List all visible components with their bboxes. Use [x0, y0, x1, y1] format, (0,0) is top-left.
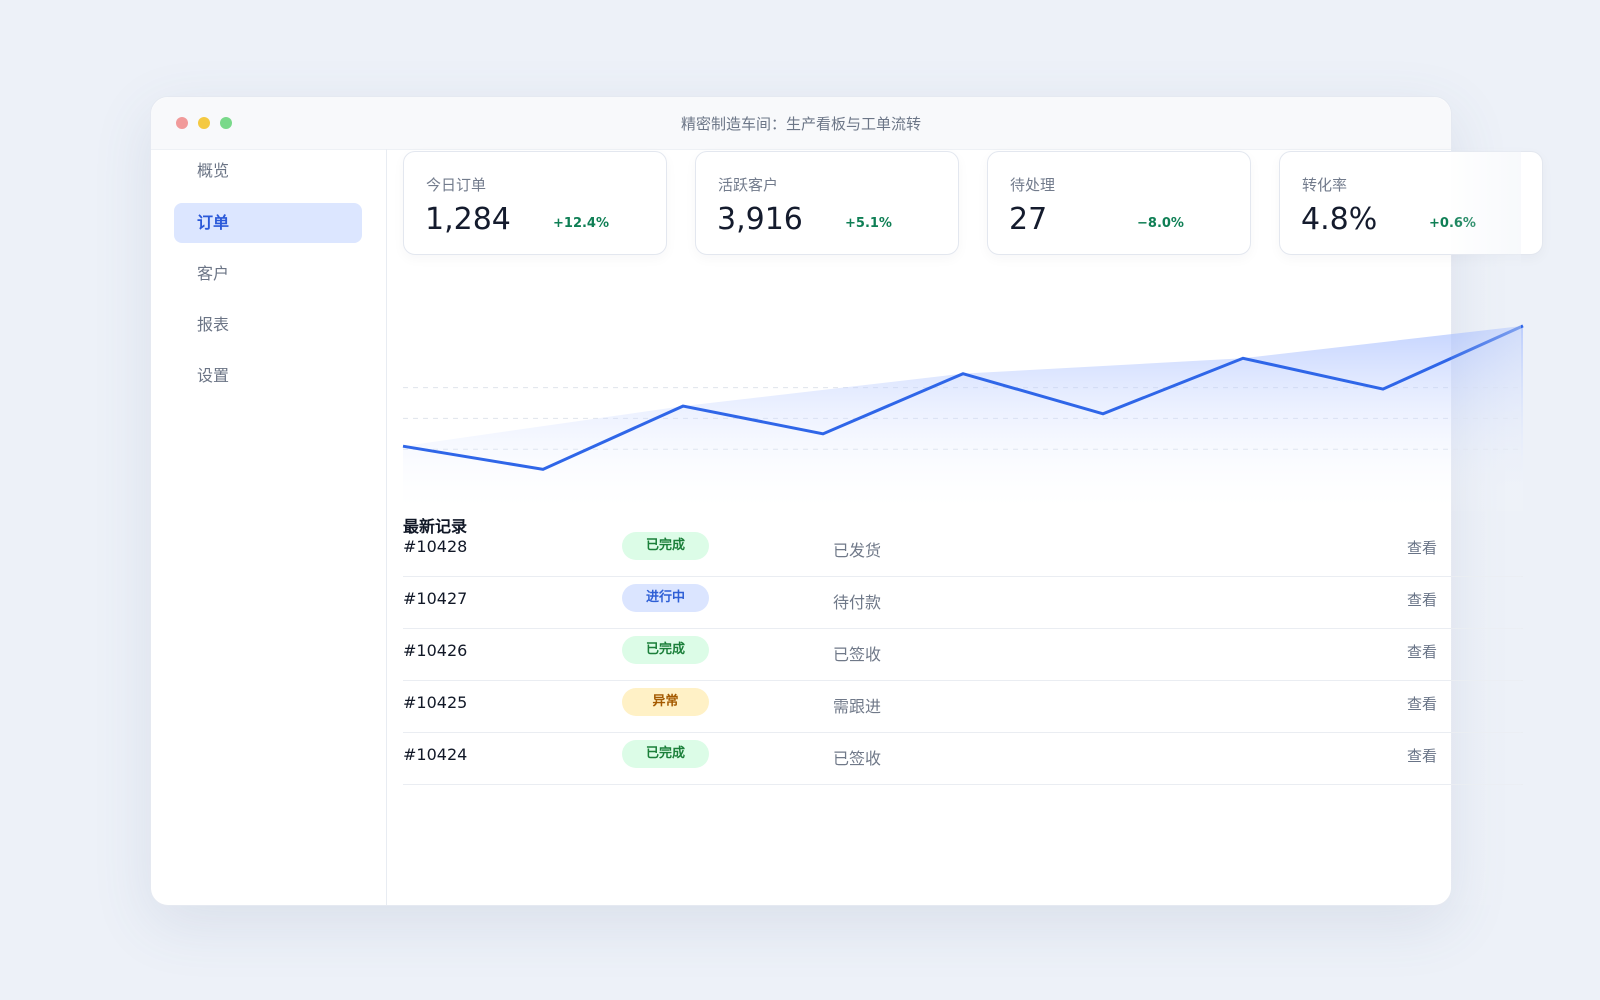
sidebar-item-settings[interactable]: 设置	[197, 366, 230, 385]
app-window: 精密制造车间：生产看板与工单流转 概览 订单 客户 报表 设置 今日订单 1,2…	[150, 96, 1543, 906]
table-row[interactable]: #10426 已完成 已签收 查看	[403, 629, 1523, 681]
status-badge: 已完成	[622, 636, 709, 664]
metric-card-active-customers: 活跃客户 3,916 +5.1%	[695, 151, 959, 255]
metric-card-conversion-rate: 转化率 4.8% +0.6%	[1279, 151, 1543, 255]
metric-label: 活跃客户	[718, 176, 779, 194]
metric-label: 转化率	[1302, 176, 1348, 194]
chart-area-fill	[403, 325, 1523, 511]
view-link[interactable]: 查看	[1407, 747, 1438, 765]
metric-value: 1,284	[425, 202, 511, 237]
sidebar-item-overview[interactable]: 概览	[197, 161, 230, 180]
status-badge: 已完成	[622, 740, 709, 768]
order-id: #10425	[403, 693, 468, 712]
table-row[interactable]: #10424 已完成 已签收 查看	[403, 733, 1523, 785]
order-id: #10427	[403, 589, 468, 608]
trend-area-chart	[402, 324, 1524, 511]
sidebar-item-reports[interactable]: 报表	[197, 315, 230, 334]
sidebar: 概览 订单 客户 报表 设置	[151, 149, 387, 905]
metric-label: 今日订单	[426, 176, 487, 194]
view-link[interactable]: 查看	[1407, 591, 1438, 609]
sidebar-item-orders[interactable]: 订单	[174, 203, 362, 243]
sidebar-item-customers[interactable]: 客户	[197, 264, 230, 283]
table-row[interactable]: #10428 已完成 已发货 查看	[403, 525, 1523, 577]
main-content: 今日订单 1,284 +12.4% 活跃客户 3,916 +5.1% 待处理 2…	[387, 149, 1543, 905]
order-note: 已发货	[833, 541, 882, 560]
status-badge: 异常	[622, 688, 709, 716]
order-note: 已签收	[833, 749, 882, 768]
order-id: #10424	[403, 745, 468, 764]
view-link[interactable]: 查看	[1407, 643, 1438, 661]
order-note: 需跟进	[833, 697, 882, 716]
status-badge: 进行中	[622, 584, 709, 612]
table-row[interactable]: #10427 进行中 待付款 查看	[403, 577, 1523, 629]
title-bar: 精密制造车间：生产看板与工单流转	[151, 97, 1451, 150]
order-note: 已签收	[833, 645, 882, 664]
order-id: #10428	[403, 537, 468, 556]
metric-value: 4.8%	[1301, 202, 1378, 237]
metric-delta: +12.4%	[553, 216, 609, 231]
view-link[interactable]: 查看	[1407, 539, 1438, 557]
window-title: 精密制造车间：生产看板与工单流转	[680, 115, 921, 133]
metric-value: 3,916	[717, 202, 803, 237]
metric-delta: +5.1%	[845, 216, 892, 231]
metric-card-pending: 待处理 27 −8.0%	[987, 151, 1251, 255]
records-title: 最新记录	[403, 517, 468, 536]
order-note: 待付款	[833, 593, 882, 612]
metric-card-today-orders: 今日订单 1,284 +12.4%	[403, 151, 667, 255]
maximize-window-button[interactable]	[220, 117, 232, 129]
metric-value: 27	[1009, 202, 1048, 237]
metric-delta: −8.0%	[1137, 216, 1184, 231]
view-link[interactable]: 查看	[1407, 695, 1438, 713]
order-id: #10426	[403, 641, 468, 660]
status-badge: 已完成	[622, 532, 709, 560]
minimize-window-button[interactable]	[198, 117, 210, 129]
metric-delta: +0.6%	[1429, 216, 1476, 231]
metric-label: 待处理	[1010, 176, 1056, 194]
table-row[interactable]: #10425 异常 需跟进 查看	[403, 681, 1523, 733]
close-window-button[interactable]	[176, 117, 188, 129]
